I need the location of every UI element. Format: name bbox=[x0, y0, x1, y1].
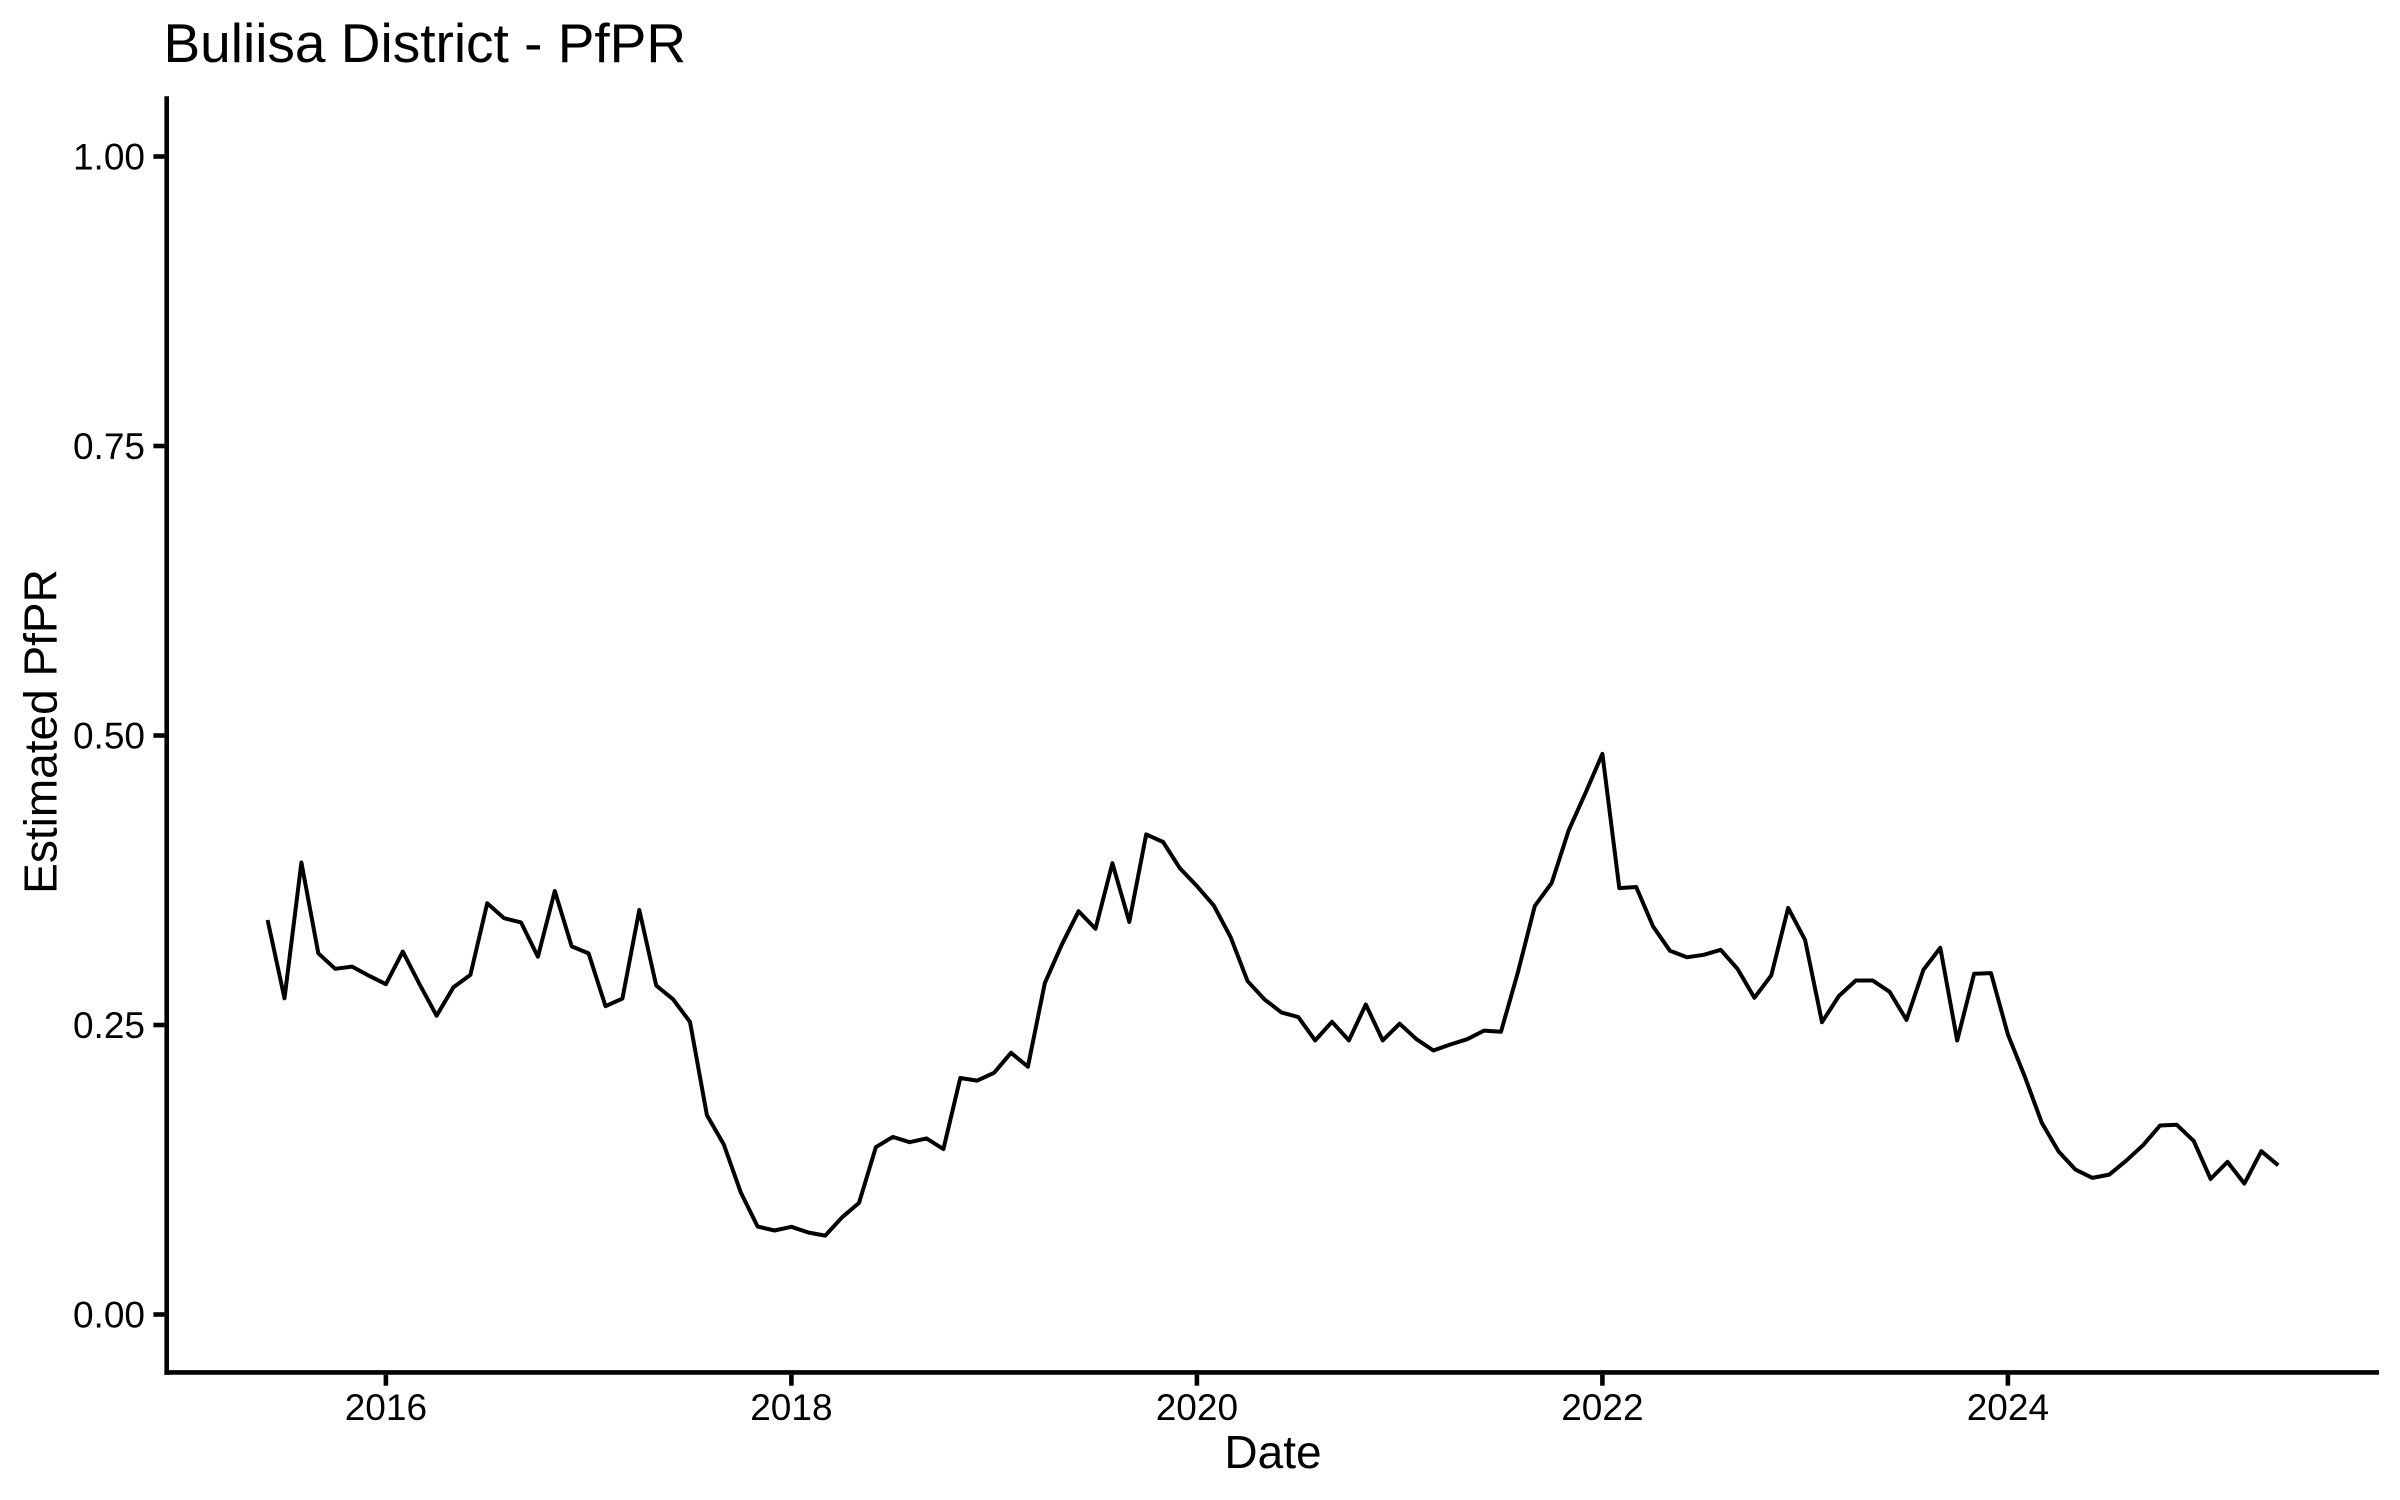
svg-text:2016: 2016 bbox=[345, 1387, 427, 1428]
svg-text:Buliisa District - PfPR: Buliisa District - PfPR bbox=[164, 12, 687, 74]
svg-text:2020: 2020 bbox=[1156, 1387, 1238, 1428]
svg-text:0.75: 0.75 bbox=[73, 426, 145, 467]
svg-text:0.00: 0.00 bbox=[73, 1295, 145, 1336]
svg-text:1.00: 1.00 bbox=[73, 137, 145, 178]
svg-text:2018: 2018 bbox=[750, 1387, 832, 1428]
svg-text:Date: Date bbox=[1224, 1426, 1321, 1478]
svg-text:0.25: 0.25 bbox=[73, 1005, 145, 1046]
svg-text:0.50: 0.50 bbox=[73, 716, 145, 757]
svg-text:Estimated PfPR: Estimated PfPR bbox=[15, 569, 67, 894]
svg-text:2022: 2022 bbox=[1561, 1387, 1643, 1428]
svg-text:2024: 2024 bbox=[1967, 1387, 2049, 1428]
